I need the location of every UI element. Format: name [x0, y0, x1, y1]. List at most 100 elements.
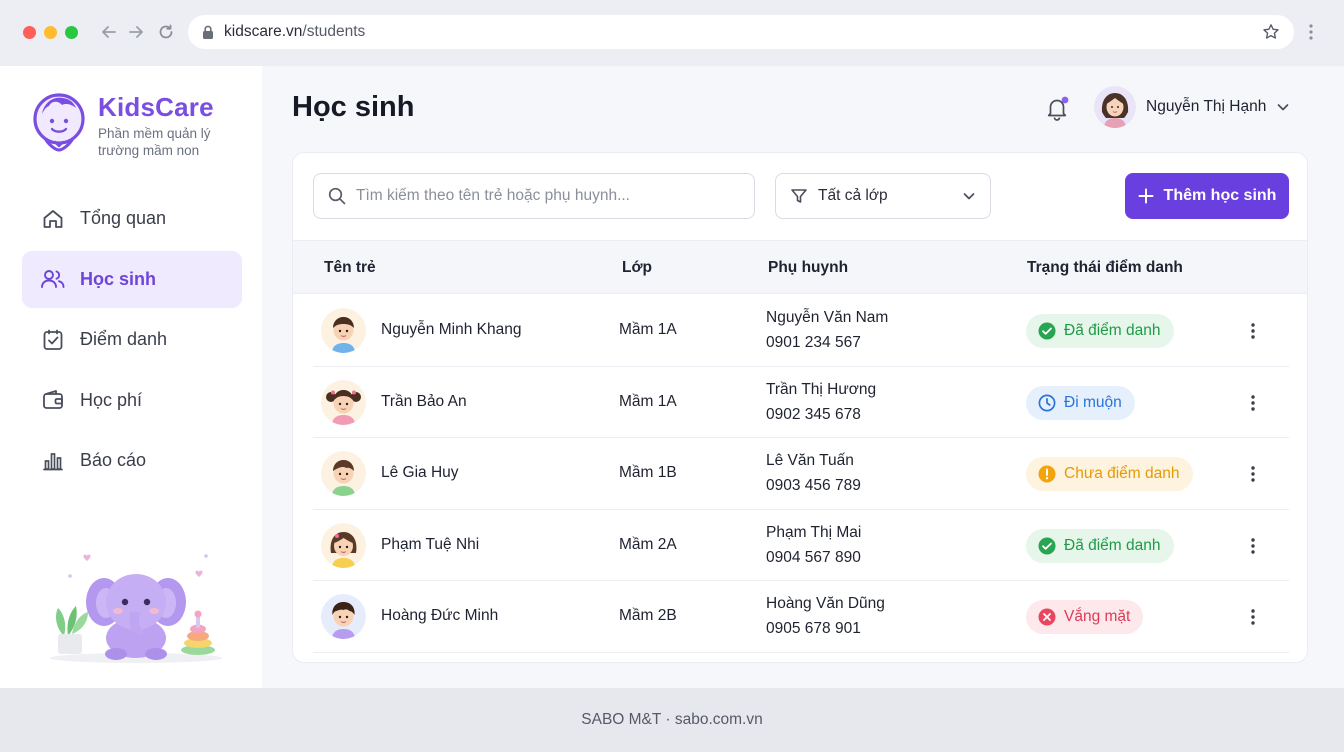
elephant-mascot-illustration [50, 554, 222, 663]
student-name[interactable]: Trần Bảo An [381, 392, 467, 410]
reload-icon [159, 24, 173, 39]
status-badge: Đã điểm danh [1026, 314, 1174, 348]
page-title: Học sinh [292, 91, 415, 123]
browser-menu-button[interactable] [1303, 20, 1319, 44]
student-avatar [321, 522, 366, 568]
alert-circle-icon [1038, 465, 1056, 483]
add-student-button[interactable]: Thêm học sinh [1125, 173, 1289, 219]
column-header-parent[interactable]: Phụ huynh [768, 259, 849, 276]
kidscare-logo-icon [33, 93, 85, 152]
student-avatar [321, 379, 366, 425]
maximize-window-button[interactable] [65, 26, 78, 39]
minimize-window-button[interactable] [44, 26, 57, 39]
parent-phone: 0901 234 567 [766, 334, 861, 351]
table-row[interactable]: Phạm Tuệ Nhi Mầm 2A Phạm Thị Mai 0904 56… [313, 510, 1289, 581]
table-row[interactable]: Trần Bảo An Mầm 1A Trần Thị Hương 0902 3… [313, 367, 1289, 438]
back-button[interactable] [97, 20, 121, 44]
row-actions-button[interactable] [1243, 462, 1263, 486]
app: KidsCare Phần mềm quản lý trường mầm non… [0, 66, 1344, 688]
check-circle-icon [1038, 322, 1056, 340]
sidebar-item-tuition[interactable]: Học phí [22, 372, 242, 429]
chevron-down-icon [1278, 104, 1289, 111]
add-student-label: Thêm học sinh [1163, 187, 1277, 204]
sidebar-item-students[interactable]: Học sinh [22, 250, 242, 308]
more-vertical-icon [1251, 323, 1255, 339]
row-actions-button[interactable] [1243, 391, 1263, 415]
student-name[interactable]: Lê Gia Huy [381, 464, 459, 481]
parent-name: Phạm Thị Mai [766, 523, 862, 541]
reload-button[interactable] [154, 20, 178, 44]
column-header-class[interactable]: Lớp [622, 259, 652, 276]
search-input[interactable]: Tìm kiếm theo tên trẻ hoặc phụ huynh... [313, 173, 755, 219]
url-text: kidscare.vn/students [224, 23, 365, 41]
lock-icon [203, 25, 213, 39]
parent-name: Trần Thị Hương [766, 380, 877, 398]
check-circle-icon [1038, 537, 1056, 554]
row-actions-button[interactable] [1243, 534, 1263, 558]
sidebar-item-reports[interactable]: Báo cáo [22, 432, 242, 489]
bookmark-button[interactable] [1262, 23, 1280, 46]
student-class: Mầm 2B [619, 607, 677, 624]
chevron-down-icon [963, 193, 975, 200]
sidebar-nav: Tổng quan Học sinh Điểm danh Học phí [22, 190, 242, 493]
column-header-name[interactable]: Tên trẻ [324, 259, 376, 276]
forward-button[interactable] [124, 20, 148, 44]
parent-phone: 0905 678 901 [766, 620, 861, 637]
student-name[interactable]: Phạm Tuệ Nhi [381, 535, 480, 553]
sidebar: KidsCare Phần mềm quản lý trường mầm non… [0, 66, 262, 688]
table-header: Tên trẻ Lớp Phụ huynh Trạng thái điểm da… [293, 240, 1307, 294]
students-card: Tìm kiếm theo tên trẻ hoặc phụ huynh... … [292, 152, 1308, 663]
url-domain: kidscare.vn [224, 23, 303, 40]
more-vertical-icon [1309, 24, 1313, 40]
table-row[interactable]: Nguyễn Minh Khang Mầm 1A Nguyễn Văn Nam … [313, 295, 1289, 367]
status-label: Vắng mặt [1064, 608, 1131, 625]
student-name[interactable]: Hoàng Đức Minh [381, 607, 499, 624]
sidebar-item-label: Học sinh [80, 268, 157, 289]
student-avatar [321, 308, 366, 353]
more-vertical-icon [1251, 394, 1255, 411]
sidebar-item-attendance[interactable]: Điểm danh [22, 311, 242, 368]
parent-phone: 0902 345 678 [766, 405, 861, 423]
parent-phone: 0904 567 890 [766, 548, 861, 566]
table-row[interactable]: Hoàng Đức Minh Mầm 2B Hoàng Văn Dũng 090… [313, 581, 1289, 653]
sidebar-item-overview[interactable]: Tổng quan [22, 190, 242, 247]
student-avatar [321, 451, 366, 496]
status-label: Đi muộn [1064, 393, 1122, 411]
filter-icon [791, 189, 807, 203]
footer: SABO M&T · sabo.com.vn [0, 688, 1344, 752]
parent-name: Hoàng Văn Dũng [766, 595, 885, 612]
status-badge: Vắng mặt [1026, 600, 1144, 634]
student-class: Mầm 1A [619, 321, 677, 338]
status-label: Đã điểm danh [1064, 536, 1161, 554]
column-header-status[interactable]: Trạng thái điểm danh [1027, 259, 1183, 276]
class-filter-select[interactable]: Tất cả lớp [775, 173, 991, 219]
student-name[interactable]: Nguyễn Minh Khang [381, 321, 522, 338]
parent-phone: 0903 456 789 [766, 477, 861, 494]
sidebar-item-label: Điểm danh [80, 329, 168, 349]
brand[interactable]: KidsCare Phần mềm quản lý trường mầm non [32, 90, 228, 159]
notifications-button[interactable] [1044, 95, 1070, 121]
row-actions-button[interactable] [1243, 319, 1263, 343]
home-icon [40, 206, 66, 232]
table-row[interactable]: Lê Gia Huy Mầm 1B Lê Văn Tuấn 0903 456 7… [313, 438, 1289, 510]
brand-subtitle: Phần mềm quản lý trường mầm non [98, 126, 211, 158]
filter-value: Tất cả lớp [818, 187, 888, 204]
star-icon [1263, 24, 1279, 39]
close-window-button[interactable] [23, 26, 36, 39]
bell-icon [1047, 96, 1069, 121]
brand-text: KidsCare Phần mềm quản lý trường mầm non [98, 92, 228, 159]
status-label: Đã điểm danh [1064, 322, 1161, 339]
url-path: /students [302, 23, 366, 40]
address-bar[interactable]: kidscare.vn/students [188, 15, 1294, 49]
user-menu[interactable]: Nguyễn Thị Hạnh [1094, 86, 1290, 128]
more-vertical-icon [1251, 466, 1255, 482]
row-actions-button[interactable] [1243, 605, 1263, 629]
status-badge: Chưa điểm danh [1026, 457, 1193, 491]
search-placeholder: Tìm kiếm theo tên trẻ hoặc phụ huynh... [356, 187, 630, 204]
parent-name: Nguyễn Văn Nam [766, 309, 889, 326]
arrow-right-icon [129, 26, 143, 38]
avatar [1094, 86, 1136, 128]
student-class: Mầm 1B [619, 464, 677, 481]
student-class: Mầm 1A [619, 392, 677, 410]
arrow-left-icon [102, 26, 116, 38]
